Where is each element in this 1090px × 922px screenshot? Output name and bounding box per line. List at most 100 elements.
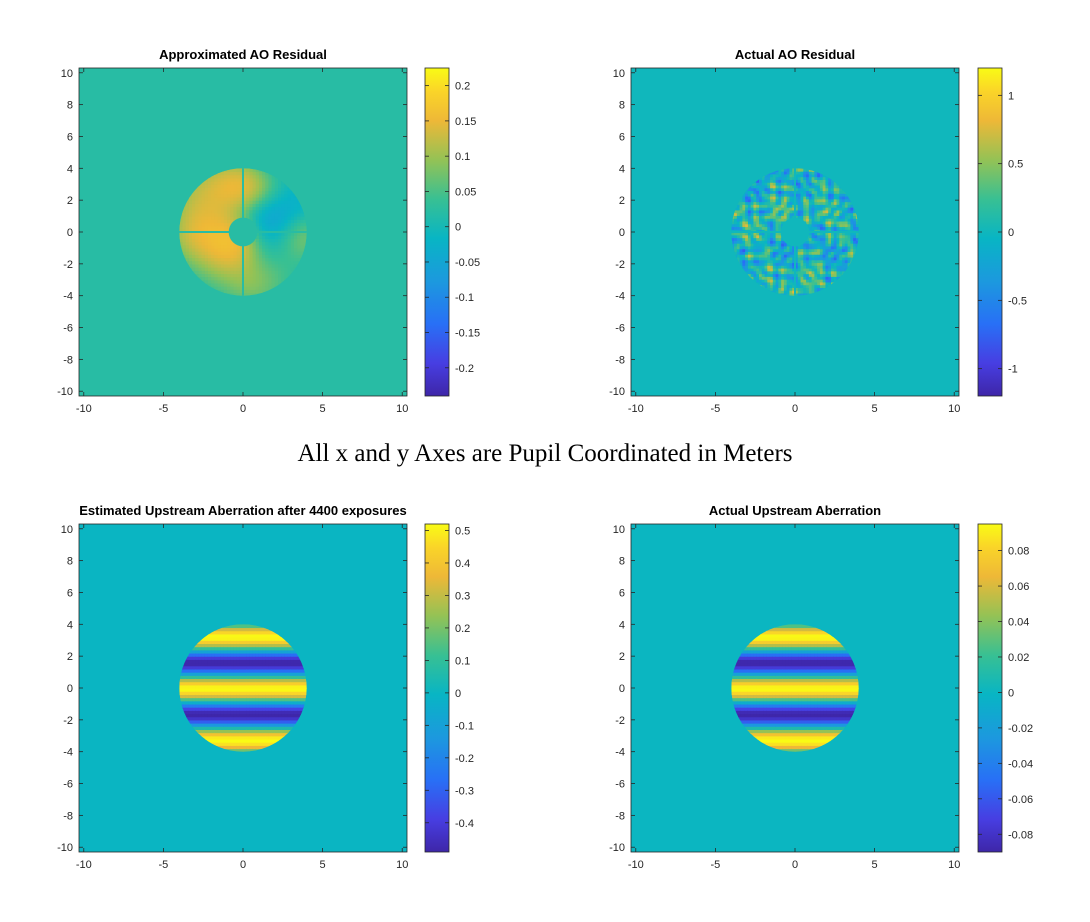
heatmap-cell [239, 177, 244, 182]
heatmap-cell [220, 270, 225, 274]
heatmap-cell [753, 262, 757, 266]
heatmap-cell [786, 198, 791, 203]
heatmap-cell [268, 247, 273, 252]
heatmap-cell [764, 265, 768, 269]
heatmap-cell [814, 281, 818, 286]
heatmap-cell [742, 226, 746, 230]
heatmap-cell [855, 240, 859, 244]
heatmap-cell [281, 652, 285, 657]
heatmap-cell [284, 640, 289, 645]
heatmap-cell [817, 254, 821, 258]
heatmap-cell [258, 171, 263, 176]
heatmap-cell [201, 662, 206, 667]
heatmap-cell [236, 691, 241, 695]
heatmap-cell [287, 257, 292, 262]
heatmap-cell [211, 732, 215, 737]
heatmap-cell [742, 209, 746, 214]
heatmap-cell [789, 254, 793, 258]
heatmap-cell [284, 228, 289, 233]
heatmap-cell [828, 245, 832, 250]
heatmap-cell [767, 226, 771, 230]
heatmap-cell [772, 281, 777, 286]
heatmap-cell [853, 248, 857, 252]
heatmap-cell [817, 198, 821, 203]
heatmap-cell [188, 212, 193, 217]
heatmap-cell [756, 732, 761, 737]
heatmap-cell [271, 684, 276, 689]
heatmap-cell [252, 684, 257, 689]
heatmap-cell [220, 700, 225, 705]
heatmap-cell [204, 684, 209, 689]
heatmap-cell [293, 244, 298, 249]
heatmap-cell [207, 254, 212, 259]
heatmap-cell [839, 220, 843, 225]
heatmap-cell [284, 649, 289, 654]
heatmap-cell [839, 267, 843, 272]
heatmap-cell [274, 254, 279, 259]
heatmap-cell [783, 290, 788, 294]
heatmap-cell [778, 256, 782, 261]
heatmap-cell [811, 259, 815, 264]
heatmap-cell [233, 748, 238, 752]
heatmap-cell [778, 182, 782, 186]
heatmap-cell [750, 207, 755, 211]
heatmap-cell [844, 215, 849, 219]
heatmap-cell [230, 723, 235, 727]
heatmap-cell [223, 254, 228, 259]
heatmap-cell [744, 649, 748, 654]
heatmap-cell [775, 196, 779, 200]
heatmap-cell [789, 287, 793, 291]
heatmap-cell [207, 282, 212, 287]
heatmap-cell [249, 171, 254, 176]
heatmap-cell [811, 270, 815, 275]
heatmap-cell [761, 215, 766, 219]
heatmap-cell [249, 748, 254, 752]
heatmap-cell [258, 267, 263, 271]
heatmap-cell [290, 656, 295, 660]
heatmap-cell [770, 187, 774, 192]
heatmap-cell [201, 212, 206, 217]
heatmap-cell [236, 292, 241, 296]
heatmap-cell [764, 229, 768, 233]
heatmap-cell [836, 232, 840, 236]
heatmap-cell [262, 678, 266, 683]
heatmap-cell [287, 694, 292, 699]
heatmap-cell [783, 218, 788, 222]
heatmap-cell [220, 640, 225, 645]
heatmap-cell [747, 707, 752, 711]
heatmap-cell [753, 681, 758, 686]
heatmap-cell [814, 267, 818, 272]
heatmap-cell [220, 260, 225, 265]
heatmap-cell [246, 286, 250, 290]
heatmap-cell [753, 240, 757, 244]
heatmap-cell [207, 691, 212, 695]
heatmap-cell [246, 732, 250, 737]
heatmap-cell [853, 237, 857, 241]
heatmap-cell [223, 187, 228, 192]
heatmap-cell [217, 656, 222, 660]
heatmap-cell [265, 675, 270, 680]
heatmap-cell [268, 276, 273, 281]
heatmap-cell [195, 241, 200, 246]
heatmap-cell [806, 259, 810, 264]
heatmap-cell [252, 254, 257, 259]
heatmap-cell [211, 672, 215, 676]
heatmap-cell [753, 659, 758, 664]
heatmap-cell [204, 232, 209, 236]
heatmap-cell [756, 723, 761, 727]
heatmap-cell [220, 228, 225, 233]
heatmap-cell [201, 700, 206, 705]
heatmap-cell [230, 168, 235, 173]
heatmap-cell [806, 190, 810, 194]
y-tick-label: -8 [63, 354, 73, 366]
heatmap-cell [828, 218, 832, 222]
heatmap-cell [744, 697, 748, 702]
heatmap-cell [227, 203, 231, 208]
heatmap-cell [290, 225, 295, 230]
heatmap-cell [772, 270, 777, 275]
heatmap-cell [195, 662, 200, 667]
heatmap-cell [800, 279, 804, 283]
heatmap-cell [817, 207, 821, 211]
heatmap-cell [287, 703, 292, 708]
heatmap-cell [297, 697, 301, 702]
